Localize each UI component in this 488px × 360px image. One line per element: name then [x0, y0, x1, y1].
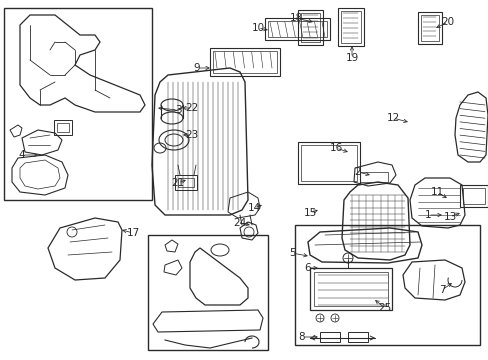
- Text: 25: 25: [378, 303, 391, 313]
- Bar: [267, 21, 326, 37]
- Bar: [4, 8, 152, 200]
- Text: 11: 11: [429, 187, 443, 197]
- Bar: [175, 175, 197, 190]
- Text: 6: 6: [304, 263, 311, 273]
- Bar: [264, 18, 329, 40]
- Text: 3: 3: [174, 105, 181, 115]
- Text: 17: 17: [126, 228, 140, 238]
- Bar: [420, 15, 438, 41]
- Text: 23: 23: [185, 130, 198, 140]
- Bar: [459, 185, 487, 207]
- Text: 18: 18: [289, 13, 302, 23]
- Bar: [213, 51, 276, 73]
- Text: 8: 8: [298, 332, 305, 342]
- Bar: [209, 48, 280, 76]
- Bar: [347, 332, 367, 342]
- Bar: [301, 13, 319, 42]
- Text: 24: 24: [233, 218, 246, 228]
- Bar: [297, 142, 359, 184]
- Bar: [178, 178, 194, 187]
- Text: 21: 21: [171, 178, 184, 188]
- Bar: [359, 172, 387, 182]
- Text: 13: 13: [443, 212, 456, 222]
- Text: 22: 22: [185, 103, 198, 113]
- Bar: [297, 10, 323, 45]
- Bar: [337, 8, 363, 46]
- Text: 20: 20: [441, 17, 454, 27]
- Text: 2: 2: [354, 167, 361, 177]
- Text: 4: 4: [19, 150, 25, 160]
- Text: 10: 10: [251, 23, 264, 33]
- Text: 1: 1: [424, 210, 430, 220]
- Bar: [57, 123, 69, 132]
- Bar: [148, 235, 267, 350]
- Bar: [319, 332, 339, 342]
- Text: 16: 16: [329, 143, 342, 153]
- Text: 7: 7: [438, 285, 445, 295]
- Text: 9: 9: [193, 63, 200, 73]
- Text: 15: 15: [303, 208, 316, 218]
- Text: 19: 19: [345, 53, 358, 63]
- Bar: [313, 272, 387, 306]
- Bar: [294, 225, 479, 345]
- Text: 5: 5: [288, 248, 295, 258]
- Bar: [462, 188, 484, 204]
- Bar: [301, 145, 356, 181]
- Bar: [309, 268, 391, 310]
- Bar: [54, 120, 72, 135]
- Bar: [340, 11, 360, 43]
- Bar: [417, 12, 441, 44]
- Text: 12: 12: [386, 113, 399, 123]
- Text: 14: 14: [247, 203, 260, 213]
